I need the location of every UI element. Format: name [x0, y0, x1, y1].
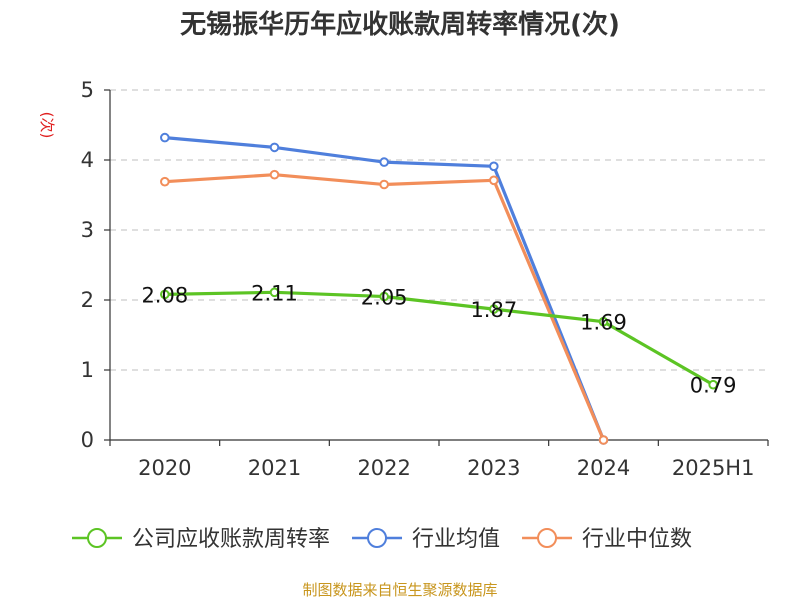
grid — [110, 89, 768, 371]
legend[interactable]: 公司应收账款周转率 行业均值 行业中位数 — [72, 527, 692, 552]
x-tick-label: 2023 — [467, 456, 520, 480]
data-labels: 2.08 2.11 2.05 1.87 1.69 0.79 — [141, 281, 736, 397]
legend-label: 行业均值 — [412, 527, 500, 552]
data-point[interactable] — [598, 316, 609, 327]
y-tick-label: 1 — [81, 358, 94, 382]
data-point[interactable] — [379, 291, 389, 302]
legend-item[interactable]: 公司应收账款周转率 — [72, 527, 330, 552]
legend-item[interactable]: 行业均值 — [352, 527, 500, 552]
data-label: 1.69 — [580, 311, 627, 335]
legend-marker — [87, 528, 107, 548]
series-group — [160, 132, 718, 445]
data-point[interactable] — [269, 169, 280, 180]
data-point[interactable] — [489, 304, 499, 314]
data-label: 2.11 — [251, 281, 298, 305]
data-point[interactable] — [269, 287, 280, 298]
data-label: 1.87 — [470, 298, 517, 322]
y-tick-label: 4 — [81, 148, 94, 172]
x-tick-label: 2025H1 — [672, 456, 755, 480]
legend-label: 公司应收账款周转率 — [132, 527, 330, 552]
axes: 0 1 2 3 4 5 2020 2021 2022 2023 2024 2025H1 — [81, 78, 769, 480]
x-tick-label: 2021 — [248, 456, 301, 480]
data-point[interactable] — [160, 132, 170, 143]
x-tick-label: 2020 — [138, 456, 191, 480]
data-point[interactable] — [160, 176, 170, 187]
y-tick-label: 5 — [81, 78, 94, 102]
x-tick-label: 2024 — [577, 456, 630, 480]
data-label: 2.05 — [361, 286, 408, 310]
data-point[interactable] — [379, 179, 389, 190]
data-point[interactable] — [708, 379, 718, 390]
data-point[interactable] — [598, 435, 609, 445]
y-tick-label: 3 — [81, 218, 94, 242]
data-label: 0.79 — [690, 374, 737, 398]
y-axis-label: (次) — [38, 112, 56, 139]
data-point[interactable] — [160, 289, 170, 300]
data-label: 2.08 — [141, 283, 188, 307]
legend-label: 行业中位数 — [582, 527, 692, 552]
chart-title: 无锡振华历年应收账款周转率情况(次) — [180, 9, 620, 40]
legend-marker — [367, 528, 388, 548]
series-line — [164, 290, 714, 387]
data-point[interactable] — [379, 157, 389, 167]
y-tick-label: 2 — [81, 288, 94, 312]
legend-marker — [537, 528, 558, 548]
data-point[interactable] — [269, 142, 280, 153]
source-note: 制图数据来自恒生聚源数据库 — [302, 581, 497, 599]
x-tick-label: 2022 — [357, 456, 410, 480]
data-point[interactable] — [489, 161, 499, 172]
y-tick-label: 0 — [81, 428, 94, 452]
data-point[interactable] — [489, 175, 499, 186]
legend-item[interactable]: 行业中位数 — [522, 527, 692, 552]
